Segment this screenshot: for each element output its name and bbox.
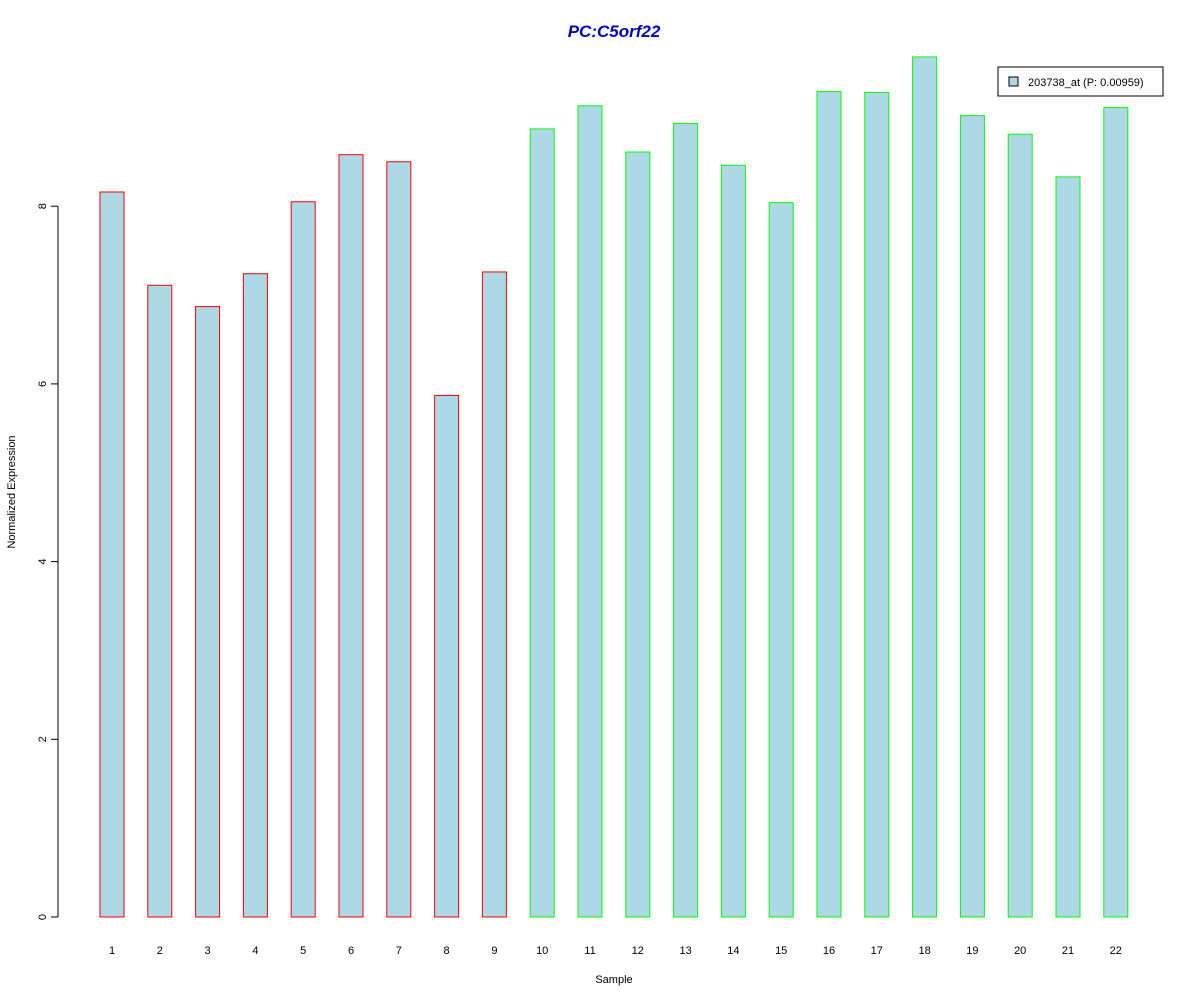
x-tick-label: 2	[157, 945, 163, 957]
bar-sample-22	[1103, 107, 1129, 918]
bar-sample-5	[290, 201, 316, 918]
bar-sample-10	[529, 128, 555, 918]
y-tick-label: 8	[37, 203, 49, 209]
y-tick-label: 4	[37, 559, 49, 565]
bar-sample-14	[720, 164, 746, 918]
bar-sample-6	[338, 154, 364, 918]
bar-sample-12	[625, 151, 651, 918]
y-axis: 0 2 4 6 8	[37, 203, 59, 920]
y-tick-label: 2	[37, 736, 49, 742]
x-tick-label: 11	[584, 945, 595, 957]
x-tick-label: 15	[775, 945, 787, 957]
x-tick-label: 16	[823, 945, 835, 957]
bars	[99, 56, 1129, 918]
legend-swatch	[1008, 76, 1019, 87]
x-tick-label: 18	[918, 945, 930, 957]
bar-sample-18	[912, 56, 938, 918]
chart-title: PC:C5orf22	[568, 22, 661, 41]
bar-sample-11	[577, 105, 603, 918]
legend: 203738_at (P: 0.00959)	[997, 66, 1164, 97]
bar-sample-4	[242, 273, 268, 918]
y-tick-label: 6	[37, 381, 49, 387]
y-tick-label: 0	[37, 914, 49, 920]
bar-sample-21	[1055, 176, 1081, 918]
x-tick-label: 3	[205, 945, 211, 957]
y-axis-label: Normalized Expression	[6, 435, 18, 548]
x-tick-label: 5	[300, 945, 306, 957]
bar-sample-20	[1007, 133, 1033, 918]
x-axis-label: Sample	[595, 974, 632, 986]
bar-sample-9	[481, 271, 507, 918]
x-tick-label: 21	[1062, 945, 1074, 957]
x-tick-label: 19	[966, 945, 978, 957]
bar-sample-8	[434, 394, 460, 918]
bar-sample-1	[99, 191, 125, 918]
legend-label: 203738_at (P: 0.00959)	[1028, 77, 1144, 89]
bar-sample-17	[864, 91, 890, 918]
x-tick-label: 9	[491, 945, 497, 957]
x-tick-label: 22	[1110, 945, 1122, 957]
bar-sample-16	[816, 91, 842, 918]
bar-sample-2	[147, 284, 173, 918]
x-tick-label: 1	[109, 945, 115, 957]
x-tick-label: 14	[727, 945, 739, 957]
x-tick-label: 8	[444, 945, 450, 957]
x-tick-labels: 1 2 3 4 5 6 7 8 9 10 11 12 13 14 15 16 17 18 19 20 21 22	[109, 945, 1122, 957]
x-tick-label: 4	[252, 945, 258, 957]
bar-sample-15	[768, 202, 794, 918]
x-tick-label: 17	[871, 945, 883, 957]
bar-sample-7	[386, 161, 412, 918]
x-tick-label: 12	[632, 945, 644, 957]
bar-sample-3	[195, 306, 221, 918]
x-tick-label: 7	[396, 945, 402, 957]
x-tick-label: 10	[536, 945, 548, 957]
x-tick-label: 13	[679, 945, 691, 957]
legend-box	[997, 66, 1164, 97]
bar-sample-13	[673, 123, 699, 918]
x-tick-label: 6	[348, 945, 354, 957]
bar-sample-19	[959, 115, 985, 918]
x-tick-label: 20	[1014, 945, 1026, 957]
